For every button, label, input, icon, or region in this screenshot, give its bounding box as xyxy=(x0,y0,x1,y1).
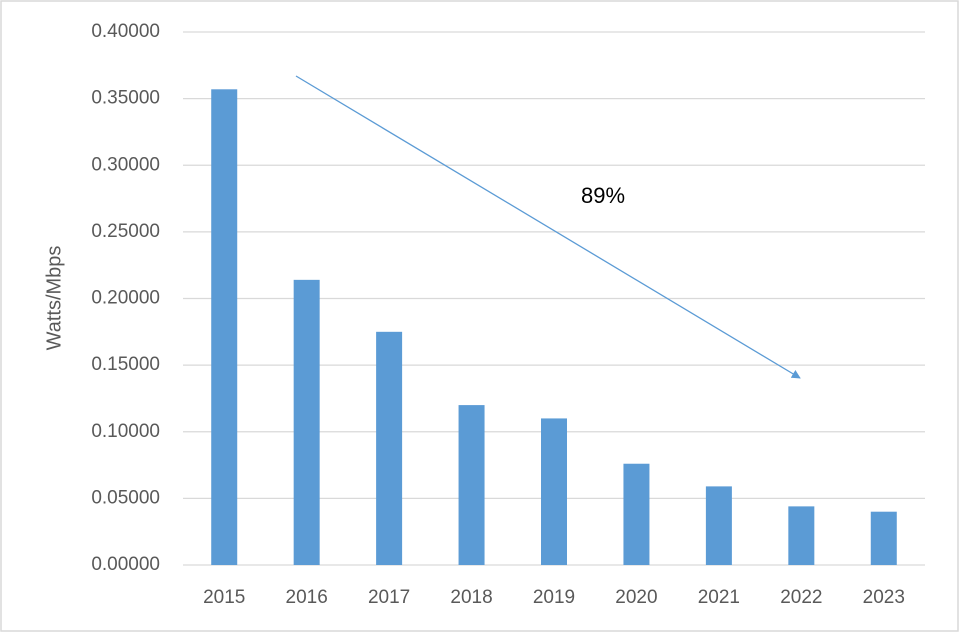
bar xyxy=(788,506,815,565)
y-axis-label: Watts/Mbps xyxy=(43,246,65,351)
bar xyxy=(541,418,567,565)
x-tick-label: 2022 xyxy=(780,587,822,608)
y-tick-label: 0.00000 xyxy=(91,554,160,575)
y-tick-label: 0.10000 xyxy=(91,421,160,442)
plot-area: 0.00000 0.05000 0.10000 0.15000 0.20000 0.250… xyxy=(91,21,925,608)
y-tick-label: 0.25000 xyxy=(91,221,160,242)
trend-arrow xyxy=(295,75,801,379)
x-tick-label: 2020 xyxy=(615,587,657,608)
x-tick-label: 2021 xyxy=(698,587,740,608)
y-tick-label: 0.20000 xyxy=(91,288,160,309)
bar xyxy=(870,511,897,565)
y-tick-label: 0.05000 xyxy=(91,487,160,508)
x-tick-label: 2018 xyxy=(450,587,492,608)
annotation: 89% xyxy=(581,183,625,208)
x-tick-label: 2015 xyxy=(203,587,245,608)
x-tick-label: 2017 xyxy=(368,587,410,608)
x-tick-label: 2016 xyxy=(286,587,328,608)
y-tick-label: 0.35000 xyxy=(91,88,160,109)
bar xyxy=(705,486,732,565)
bar xyxy=(458,405,485,565)
y-tick-label: 0.15000 xyxy=(91,354,160,375)
x-tick-label: 2019 xyxy=(533,587,575,608)
bar xyxy=(293,279,320,565)
bar xyxy=(376,331,403,565)
bar xyxy=(211,89,238,566)
y-tick-label: 0.40000 xyxy=(91,21,160,42)
x-tick-label: 2023 xyxy=(863,587,905,608)
bar xyxy=(623,463,650,565)
y-tick-label: 0.30000 xyxy=(91,154,160,175)
